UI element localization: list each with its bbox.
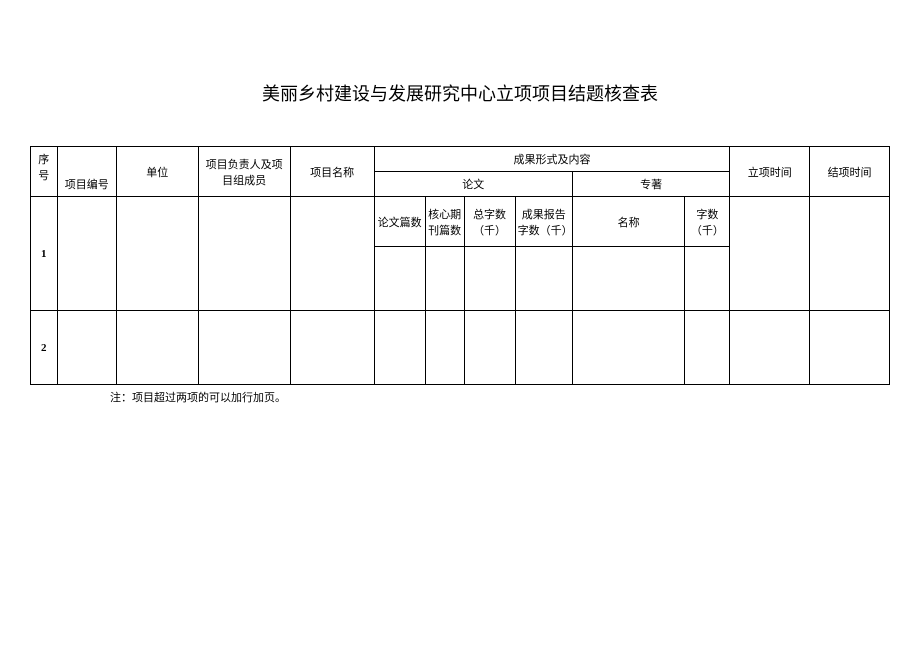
cell-paper-count	[374, 311, 425, 385]
cell-setup-time	[730, 311, 810, 385]
checklist-table: 序号 项目编号 单位 项目负责人及项目组成员 项目名称 成果形式及内容 立项时间…	[30, 146, 890, 385]
cell-unit	[116, 197, 198, 311]
header-unit: 单位	[116, 147, 198, 197]
cell-close-time	[810, 311, 890, 385]
cell-report-words	[515, 311, 572, 385]
subheader-report-words: 成果报告字数（千）	[515, 197, 572, 247]
cell-project-name	[290, 311, 374, 385]
header-monograph: 专著	[572, 172, 730, 197]
cell-seq: 1	[31, 197, 58, 311]
header-close-time: 结项时间	[810, 147, 890, 197]
cell-core-count	[425, 311, 464, 385]
subheader-mono-name: 名称	[572, 197, 684, 247]
cell-setup-time	[730, 197, 810, 311]
cell-mono-name	[572, 311, 684, 385]
cell-total-words	[464, 311, 515, 385]
cell-mono-words	[685, 311, 730, 385]
cell-report-words	[515, 247, 572, 311]
subheader-core-count: 核心期刊篇数	[425, 197, 464, 247]
header-result-form: 成果形式及内容	[374, 147, 730, 172]
cell-core-count	[425, 247, 464, 311]
cell-project-number	[57, 197, 116, 311]
subheader-mono-words: 字数（千）	[685, 197, 730, 247]
header-paper: 论文	[374, 172, 572, 197]
header-leader: 项目负责人及项目组成员	[198, 147, 290, 197]
cell-total-words	[464, 247, 515, 311]
header-project-name: 项目名称	[290, 147, 374, 197]
cell-mono-name	[572, 247, 684, 311]
cell-leader	[198, 311, 290, 385]
cell-mono-words	[685, 247, 730, 311]
cell-close-time	[810, 197, 890, 311]
footnote: 注：项目超过两项的可以加行加页。	[110, 389, 890, 405]
page-title: 美丽乡村建设与发展研究中心立项项目结题核查表	[30, 80, 890, 106]
cell-project-name	[290, 197, 374, 311]
cell-unit	[116, 311, 198, 385]
cell-seq: 2	[31, 311, 58, 385]
cell-project-number	[57, 311, 116, 385]
header-setup-time: 立项时间	[730, 147, 810, 197]
subheader-paper-count: 论文篇数	[374, 197, 425, 247]
cell-leader	[198, 197, 290, 311]
header-project-number: 项目编号	[57, 147, 116, 197]
cell-paper-count	[374, 247, 425, 311]
subheader-total-words: 总字数（千）	[464, 197, 515, 247]
header-seq: 序号	[31, 147, 58, 197]
